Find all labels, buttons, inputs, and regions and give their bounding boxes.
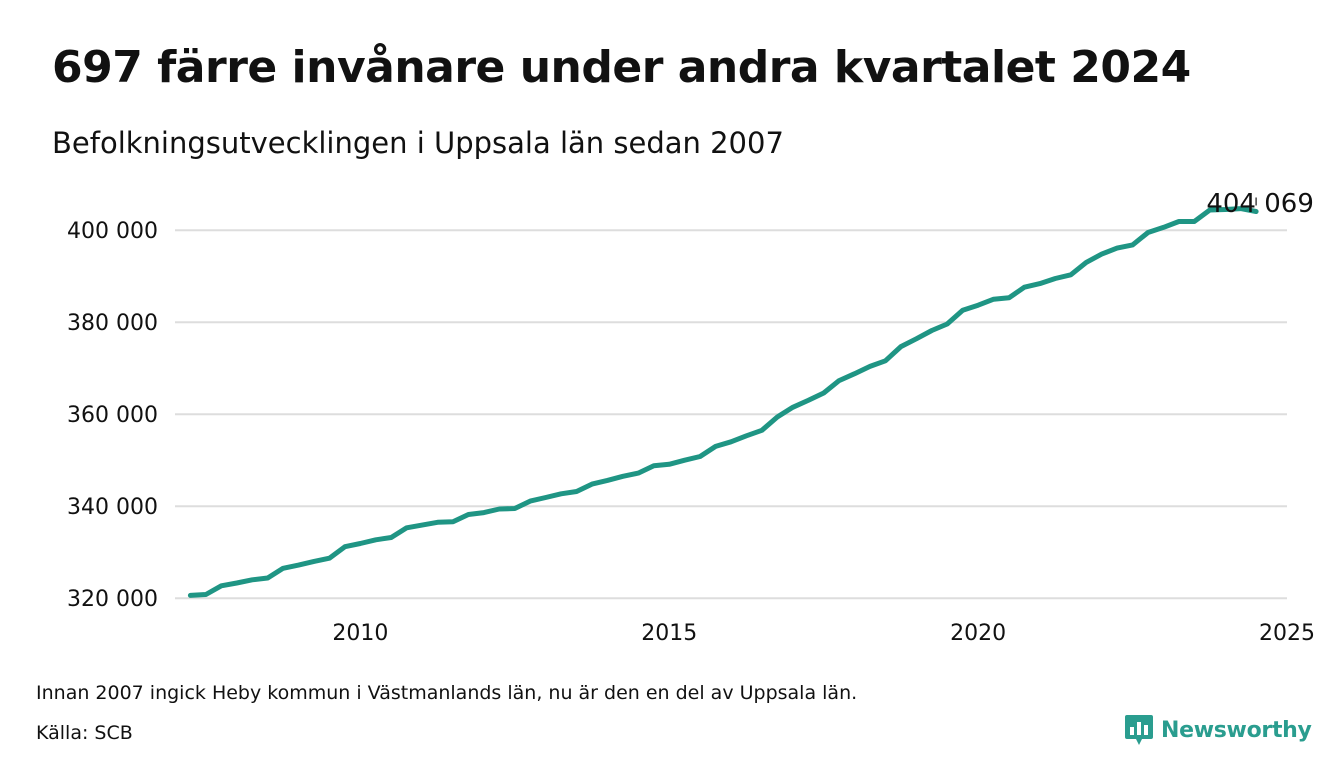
y-tick-label: 320 000 bbox=[67, 587, 158, 612]
newsworthy-logo: Newsworthy bbox=[1124, 714, 1312, 746]
annotation-layer: 404 069 bbox=[1206, 189, 1314, 219]
y-axis-ticks: 320 000 340 000 360 000 380 000 400 000 bbox=[67, 219, 158, 612]
newsworthy-logo-icon bbox=[1125, 715, 1153, 745]
gridlines bbox=[175, 229, 1287, 600]
x-tick-label: 2010 bbox=[332, 621, 388, 646]
annotation-label: 404 069 bbox=[1206, 189, 1314, 219]
chart-subtitle: Befolkningsutvecklingen i Uppsala län se… bbox=[52, 126, 784, 160]
chart-title: 697 färre invånare under andra kvartalet… bbox=[52, 42, 1191, 93]
y-tick-label: 400 000 bbox=[67, 219, 158, 244]
x-tick-label: 2025 bbox=[1259, 621, 1315, 646]
population-line bbox=[187, 206, 1259, 598]
source-note: Källa: SCB bbox=[36, 722, 133, 744]
x-axis-ticks: 2010 2015 2020 2025 bbox=[332, 621, 1315, 646]
x-tick-label: 2015 bbox=[641, 621, 697, 646]
newsworthy-logo-text: Newsworthy bbox=[1161, 717, 1312, 743]
y-tick-label: 380 000 bbox=[67, 311, 158, 336]
x-tick-label: 2020 bbox=[950, 621, 1006, 646]
y-tick-label: 360 000 bbox=[67, 403, 158, 428]
y-tick-label: 340 000 bbox=[67, 495, 158, 520]
footnote: Innan 2007 ingick Heby kommun i Västmanl… bbox=[36, 682, 858, 704]
series-layer bbox=[187, 206, 1259, 598]
